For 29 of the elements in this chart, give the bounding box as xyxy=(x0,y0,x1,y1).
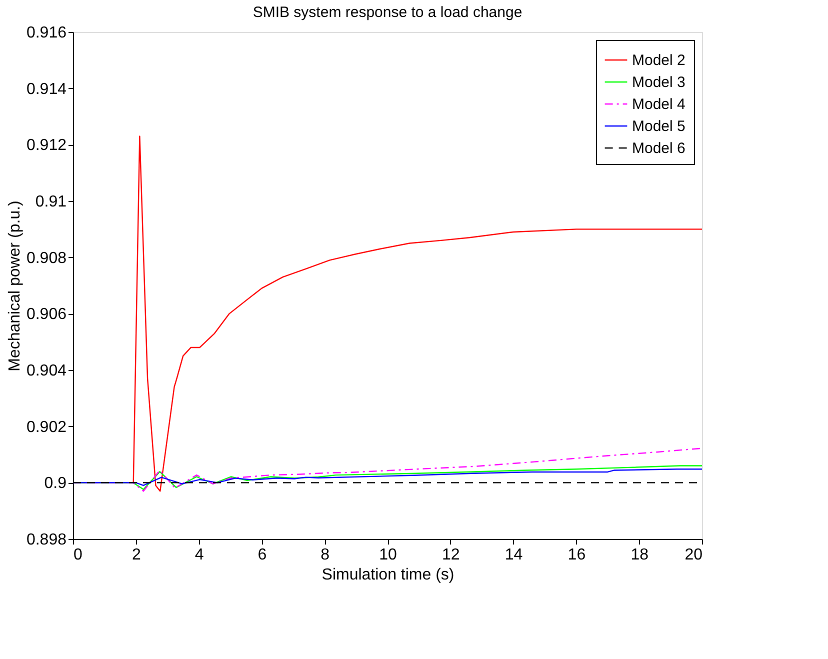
y-tick-label: 0.912 xyxy=(26,137,67,154)
y-tick-label: 0.91 xyxy=(35,194,67,210)
legend-label: Model 6 xyxy=(632,140,686,157)
y-tick-label: 0.914 xyxy=(26,80,67,98)
x-tick-label: 2 xyxy=(132,546,141,564)
y-axis-title: Mechanical power (p.u.) xyxy=(6,200,24,372)
x-tick-label: 0 xyxy=(74,546,82,564)
y-tick-label: 0.906 xyxy=(26,306,67,324)
chart-title: SMIB system response to a load change xyxy=(252,4,522,21)
x-tick-label: 18 xyxy=(630,546,649,564)
y-tick-label: 0.904 xyxy=(26,362,67,380)
legend-label: Model 3 xyxy=(632,74,686,91)
y-tick-label: 0.9 xyxy=(44,475,67,492)
y-tick-label: 0.908 xyxy=(26,250,67,267)
y-tick-label: 0.916 xyxy=(26,24,67,42)
x-tick-label: 16 xyxy=(568,546,586,564)
x-tick-label: 4 xyxy=(194,546,204,564)
x-tick-label: 8 xyxy=(320,546,330,564)
legend-label: Model 5 xyxy=(632,118,686,135)
x-tick-label: 12 xyxy=(442,546,460,564)
y-tick-label: 0.898 xyxy=(26,532,67,548)
x-tick-label: 20 xyxy=(684,546,703,564)
x-tick-label: 14 xyxy=(504,546,523,564)
legend-label: Model 4 xyxy=(632,96,686,113)
y-tick-label: 0.902 xyxy=(26,418,67,436)
x-tick-label: 10 xyxy=(379,546,397,564)
x-axis-title: Simulation time (s) xyxy=(322,566,454,584)
x-tick-label: 6 xyxy=(258,546,267,564)
legend-label: Model 2 xyxy=(632,52,686,69)
